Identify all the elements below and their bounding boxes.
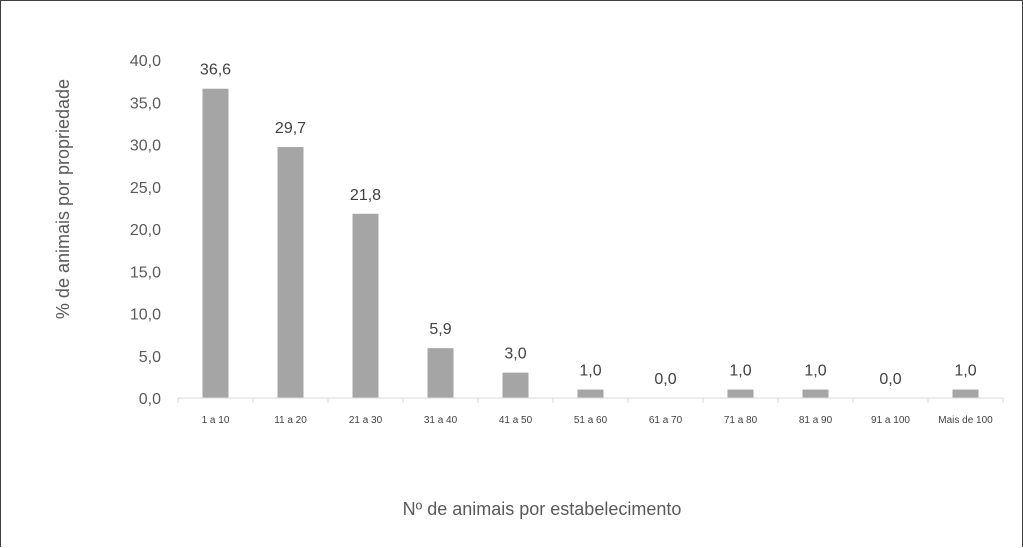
y-tick-label: 40,0 [130, 53, 161, 70]
bar [202, 88, 229, 398]
data-label: 1,0 [729, 363, 751, 380]
bar [802, 389, 829, 398]
data-label: 29,7 [275, 120, 306, 137]
bar [502, 372, 529, 398]
category-label: 91 a 100 [871, 415, 910, 426]
category-label: 21 a 30 [349, 415, 383, 426]
x-axis-category-labels: 1 a 10 11 a 20 21 a 30 31 a 40 41 a 50 51 a 6… [202, 415, 994, 426]
category-label: 81 a 90 [799, 415, 833, 426]
bar [352, 213, 379, 398]
y-tick-label: 30,0 [130, 138, 161, 155]
data-label: 21,8 [350, 187, 381, 204]
category-label: 11 a 20 [274, 415, 307, 426]
category-label: 51 a 60 [574, 415, 608, 426]
x-axis-title: Nº de animais por estabelecimento [403, 499, 682, 519]
bar [577, 389, 604, 398]
bar [277, 147, 304, 398]
x-axis-category-ticks [177, 398, 1004, 403]
data-label: 5,9 [429, 321, 451, 338]
bar [952, 389, 979, 398]
y-tick-label: 5,0 [139, 349, 161, 366]
y-tick-label: 35,0 [130, 95, 161, 112]
y-tick-label: 20,0 [130, 222, 161, 239]
data-labels: 36,6 29,7 21,8 5,9 3,0 1,0 0,0 1,0 1,0 0,0 1,0 [200, 62, 977, 388]
data-label: 0,0 [879, 371, 901, 388]
category-label: Mais de 100 [938, 415, 993, 426]
y-tick-label: 25,0 [130, 180, 161, 197]
y-tick-label: 10,0 [130, 307, 161, 324]
y-axis-title: % de animais por propriedade [53, 79, 73, 319]
category-label: 31 a 40 [424, 415, 458, 426]
data-label: 36,6 [200, 62, 231, 79]
data-label: 3,0 [504, 346, 526, 363]
y-tick-label: 15,0 [130, 264, 161, 281]
data-label: 1,0 [954, 363, 976, 380]
y-tick-label: 0,0 [139, 391, 161, 408]
data-label: 0,0 [654, 371, 676, 388]
data-label: 1,0 [804, 363, 826, 380]
y-axis-ticks: 0,0 5,0 10,0 15,0 20,0 25,0 30,0 35,0 40,0 [130, 53, 161, 408]
category-label: 61 a 70 [649, 415, 683, 426]
category-label: 1 a 10 [202, 415, 230, 426]
bar [727, 389, 754, 398]
category-label: 41 a 50 [499, 415, 533, 426]
bar [427, 348, 454, 398]
data-label: 1,0 [579, 363, 601, 380]
bars [202, 88, 979, 398]
category-label: 71 a 80 [724, 415, 758, 426]
